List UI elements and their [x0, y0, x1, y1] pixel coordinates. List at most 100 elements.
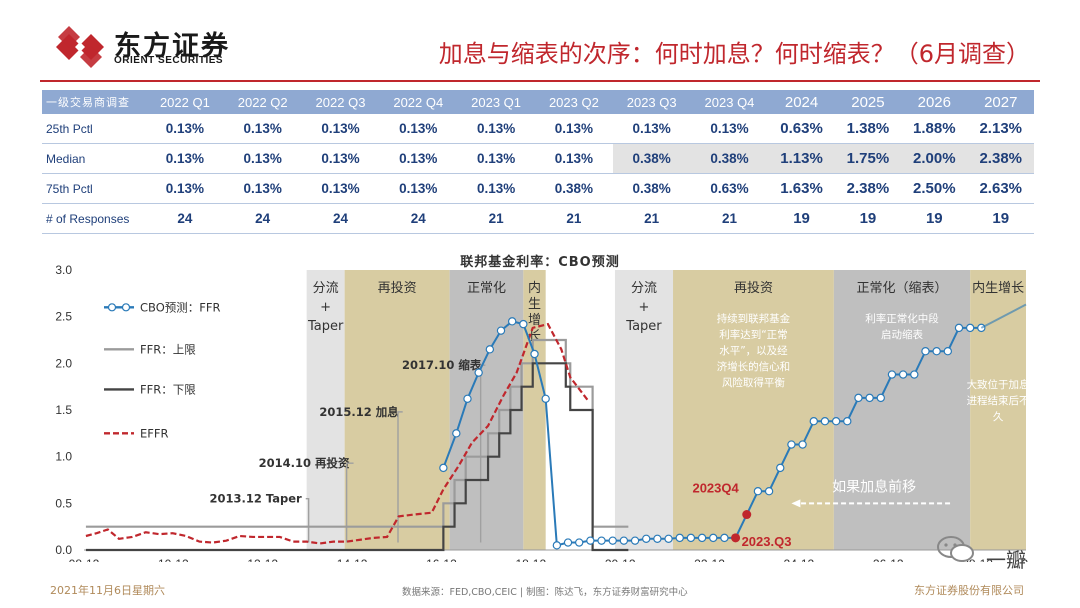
- table-cell: 1.63%: [768, 173, 835, 204]
- data-point: [809, 416, 818, 426]
- x-tick-label: 18-12: [515, 557, 546, 562]
- data-point: [887, 370, 897, 379]
- data-point: [798, 440, 807, 449]
- data-point: [474, 368, 483, 377]
- table-cell: 2.38%: [967, 143, 1034, 174]
- annotation-label: 2014.10 再投资: [259, 456, 350, 470]
- y-tick-label: 1.5: [55, 403, 72, 417]
- table-corner-label: 一级交易商调查: [42, 90, 146, 114]
- x-tick-label: 22-12: [694, 557, 725, 562]
- table-cell: 24: [223, 203, 302, 234]
- phase-band: [833, 270, 971, 550]
- table-cell: 21: [534, 203, 613, 234]
- logo-name-en: ORIENT SECURITIES: [114, 55, 224, 66]
- phase-note: 济增长的信心和: [717, 360, 791, 373]
- data-point: [452, 429, 461, 438]
- watermark-text: 一瓣: [986, 548, 1026, 572]
- phase-note: 持续到联邦基金: [717, 312, 791, 325]
- arrow-note: 如果加息前移: [832, 478, 916, 495]
- data-point: [496, 326, 506, 335]
- table-cell: 0.38%: [612, 143, 691, 174]
- table-cell: 1.38%: [834, 114, 902, 144]
- table-cell: 2.50%: [901, 173, 968, 204]
- annotation-label: 2013.12 Taper: [210, 492, 303, 506]
- data-point: [608, 536, 617, 545]
- x-tick-label: 08-12: [69, 557, 100, 562]
- legend-label: FFR：下限: [140, 382, 196, 396]
- phase-label: 正常化（缩表）: [857, 280, 948, 296]
- phase-band: [344, 270, 450, 550]
- table-cell: 0.13%: [146, 173, 224, 204]
- footer-source: 数据来源：FED,CBO,CEIC | 制图：陈达飞，东方证券财富研究中心: [402, 587, 688, 598]
- data-point: [764, 486, 774, 496]
- phase-band: [614, 270, 674, 550]
- phase-label: 再投资: [734, 280, 773, 296]
- data-point: [686, 533, 696, 543]
- table-cell: 21: [612, 203, 691, 234]
- data-point: [597, 536, 606, 545]
- footer-date: 2021年11月6日星期六: [50, 584, 165, 597]
- table-cell: 19: [834, 203, 902, 234]
- x-tick-label: 14-12: [337, 557, 368, 562]
- table-cell: 2.38%: [834, 173, 902, 204]
- phase-note: 利率达到“正常: [719, 328, 787, 341]
- data-point: [507, 317, 517, 326]
- legend-label: CBO预测：FFR: [140, 300, 221, 314]
- highlight-point: [731, 533, 741, 543]
- row-label: 25th Pctl: [42, 114, 146, 144]
- table-cell: 0.13%: [146, 114, 224, 144]
- data-point: [642, 534, 651, 543]
- data-point: [664, 534, 673, 543]
- table-cell: 0.13%: [223, 114, 302, 144]
- highlight-label: 2023.Q3: [742, 534, 792, 549]
- legend-marker: [107, 303, 117, 312]
- table-cell: 0.13%: [301, 173, 380, 204]
- table-header-row: 一级交易商调查 2022 Q1 2022 Q2 2022 Q3 2022 Q4 …: [42, 90, 1034, 114]
- phase-label: +: [639, 300, 650, 315]
- column-header: 2023 Q1: [457, 90, 535, 114]
- table-cell: 2.63%: [967, 173, 1034, 204]
- phase-note: 大致位于加息: [967, 378, 1030, 391]
- survey-table: 一级交易商调查 2022 Q1 2022 Q2 2022 Q3 2022 Q4 …: [42, 90, 1034, 234]
- phase-note: 进程结束后不: [967, 394, 1030, 407]
- phase-label: 再投资: [378, 280, 417, 296]
- table-cell: 0.13%: [690, 114, 769, 144]
- data-point: [552, 541, 562, 550]
- y-tick-label: 2.5: [55, 310, 72, 324]
- table-cell: 1.88%: [901, 114, 968, 144]
- row-label: 75th Pctl: [42, 173, 146, 204]
- title-rule: [40, 80, 1040, 82]
- highlight-point: [742, 510, 752, 520]
- annotation-label: 2017.10 缩表: [402, 358, 482, 372]
- data-point: [653, 534, 662, 543]
- table-cell: 0.13%: [146, 143, 224, 174]
- phase-note: 启动缩表: [881, 328, 923, 341]
- column-header: 2023 Q3: [612, 90, 691, 114]
- column-header: 2023 Q4: [690, 90, 769, 114]
- data-point: [943, 346, 953, 356]
- data-point: [709, 533, 718, 543]
- data-point: [876, 393, 885, 403]
- data-point: [965, 323, 975, 333]
- table-cell: 0.38%: [612, 173, 691, 204]
- x-tick-label: 28-12: [962, 557, 993, 562]
- column-header: 2024: [768, 90, 835, 114]
- phase-band: [970, 270, 1026, 550]
- data-point: [831, 416, 841, 426]
- y-tick-label: 0.5: [55, 496, 72, 510]
- data-point: [463, 394, 472, 403]
- footer-company: 东方证券股份有限公司: [914, 584, 1024, 597]
- table-cell: 0.13%: [379, 173, 458, 204]
- row-label: # of Responses: [42, 203, 146, 234]
- data-point: [563, 538, 573, 547]
- table-cell: 0.13%: [223, 173, 302, 204]
- orient-logo-icon: [56, 26, 104, 68]
- annotation-line: [305, 497, 310, 543]
- x-tick-label: 12: [1015, 557, 1029, 562]
- x-tick-label: 26-12: [873, 557, 904, 562]
- y-tick-label: 0.0: [55, 543, 72, 557]
- chart-title: 联邦基金利率：CBO预测: [460, 255, 620, 270]
- table-row: 25th Pctl 0.13% 0.13% 0.13% 0.13% 0.13% …: [42, 114, 1034, 144]
- table-cell: 24: [379, 203, 458, 234]
- phase-label: +: [320, 300, 331, 315]
